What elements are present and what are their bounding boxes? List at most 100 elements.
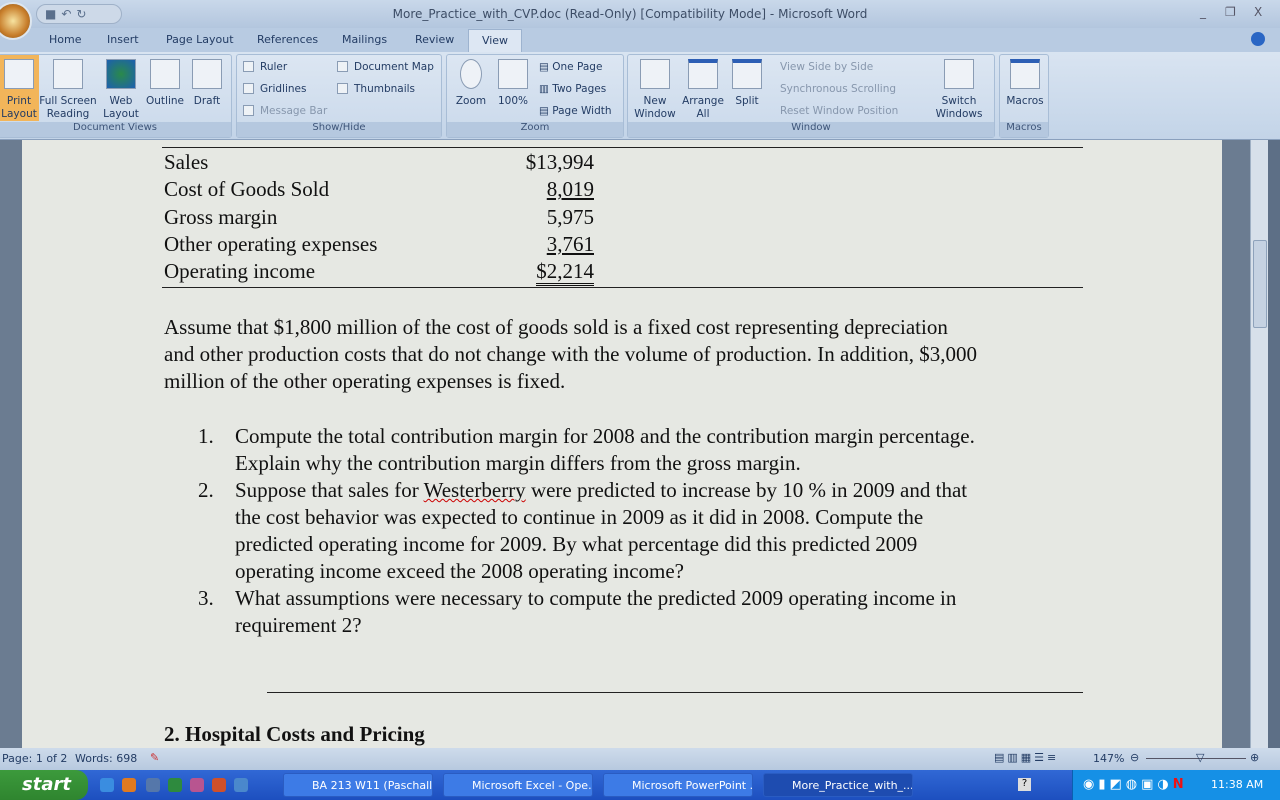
table-row-label: Sales <box>164 150 209 174</box>
two-pages-button[interactable]: ▥ Two Pages <box>539 83 607 95</box>
tab-references[interactable]: References <box>257 33 319 46</box>
office-button[interactable] <box>0 2 32 40</box>
gridlines-checkbox[interactable]: Gridlines <box>243 83 306 95</box>
page-100-icon <box>498 59 528 89</box>
window-title: More_Practice_with_CVP.doc (Read-Only) [… <box>392 7 868 21</box>
macros-button[interactable]: Macros <box>1002 59 1048 108</box>
firefox-icon[interactable] <box>122 778 136 792</box>
list-line: Suppose that sales for Westerberry were … <box>235 478 968 502</box>
outlook-icon[interactable] <box>234 778 248 792</box>
help-icon[interactable] <box>1251 32 1265 46</box>
book-icon <box>53 59 83 89</box>
help-tray-icon[interactable]: ? <box>1018 778 1031 791</box>
quick-access-toolbar: ■↶↻ <box>36 4 122 24</box>
tray-icons[interactable]: ◉▮◩◍▣◑N <box>1083 777 1188 792</box>
taskbar-item-excel[interactable]: Microsoft Excel - Ope... <box>443 773 593 797</box>
synchronous-scrolling-button: Synchronous Scrolling <box>780 83 897 95</box>
proofing-icon[interactable]: ✎ <box>150 751 160 764</box>
outline-button[interactable]: Outline <box>143 59 187 108</box>
internet-explorer-icon[interactable] <box>100 778 114 792</box>
new-window-button[interactable]: New Window <box>630 59 680 121</box>
scrollbar-thumb[interactable] <box>1253 240 1267 328</box>
tab-mailings[interactable]: Mailings <box>342 33 388 46</box>
table-top-rule <box>162 147 1083 148</box>
group-zoom: Zoom 100% ▤ One Page ▥ Two Pages ▤ Page … <box>446 54 624 138</box>
excel-icon[interactable] <box>168 778 182 792</box>
list-number: 2. <box>198 478 214 502</box>
print-layout-icon <box>4 59 34 89</box>
section-rule <box>267 692 1083 693</box>
thumbnails-checkbox[interactable]: Thumbnails <box>337 83 415 95</box>
taskbar: start BA 213 W11 (Paschall... Microsoft … <box>0 770 1280 800</box>
save-icon[interactable]: ■ <box>45 7 62 21</box>
group-label: Show/Hide <box>237 122 441 137</box>
group-document-views: Print Layout Full Screen Reading Web Lay… <box>0 54 232 138</box>
view-side-by-side-button: View Side by Side <box>780 61 874 73</box>
start-button[interactable]: start <box>0 770 88 800</box>
reset-window-position-button: Reset Window Position <box>780 105 899 117</box>
ruler-checkbox[interactable]: Ruler <box>243 61 287 73</box>
table-row-label: Operating income <box>164 259 316 284</box>
undo-icon[interactable]: ↶ <box>61 7 77 21</box>
message-bar-checkbox: Message Bar <box>243 105 327 117</box>
tab-page-layout[interactable]: Page Layout <box>166 33 234 46</box>
one-page-icon: ▤ <box>539 61 553 73</box>
draft-button[interactable]: Draft <box>187 59 227 108</box>
split-button[interactable]: Split <box>728 59 766 108</box>
zoom-slider[interactable] <box>1146 758 1246 759</box>
status-bar: Page: 1 of 2 Words: 698 ✎ ▤▥▦☰≡ 147% ⊖ ▽… <box>0 748 1280 770</box>
page-width-button[interactable]: ▤ Page Width <box>539 105 612 117</box>
paragraph-line: and other production costs that do not c… <box>164 342 978 366</box>
clock: 11:38 AM <box>1211 778 1264 791</box>
tab-review[interactable]: Review <box>415 33 455 46</box>
outline-icon <box>150 59 180 89</box>
group-macros: Macros Macros <box>999 54 1049 138</box>
powerpoint-icon[interactable] <box>212 778 226 792</box>
restore-button[interactable]: ❐ <box>1225 5 1236 19</box>
close-button[interactable]: X <box>1254 5 1263 19</box>
page-count[interactable]: Page: 1 of 2 <box>2 752 68 765</box>
tab-insert[interactable]: Insert <box>107 33 139 46</box>
list-line: predicted operating income for 2009. By … <box>235 532 918 556</box>
switch-windows-button[interactable]: Switch Windows <box>926 59 992 121</box>
ribbon: Print Layout Full Screen Reading Web Lay… <box>0 52 1280 140</box>
document-page[interactable]: Sales $13,994 Cost of Goods Sold 8,019 Gross… <box>22 140 1222 748</box>
view-buttons[interactable]: ▤▥▦☰≡ <box>994 751 1060 764</box>
globe-icon <box>106 59 136 89</box>
list-line: Compute the total contribution margin fo… <box>235 424 975 448</box>
table-row-label: Gross margin <box>164 204 278 229</box>
document-map-checkbox[interactable]: Document Map <box>337 61 434 73</box>
minimize-button[interactable]: _ <box>1200 5 1206 19</box>
table-row-value: $2,214 <box>474 259 594 287</box>
word-icon[interactable] <box>146 778 160 792</box>
vertical-scrollbar[interactable] <box>1250 140 1268 748</box>
arrange-all-button[interactable]: Arrange All <box>680 59 726 121</box>
redo-icon[interactable]: ↻ <box>76 7 92 21</box>
zoom-100-button[interactable]: 100% <box>493 59 533 108</box>
list-number: 3. <box>198 586 214 610</box>
group-label: Zoom <box>447 122 623 137</box>
table-row-value: 8,019 <box>546 177 594 202</box>
list-line: What assumptions were necessary to compu… <box>235 586 957 610</box>
zoom-out-button[interactable]: ⊖ <box>1130 751 1140 764</box>
publisher-icon[interactable] <box>190 778 204 792</box>
full-screen-reading-button[interactable]: Full Screen Reading <box>39 59 97 121</box>
web-layout-button[interactable]: Web Layout <box>99 59 143 121</box>
zoom-slider-thumb[interactable]: ▽ <box>1196 751 1205 764</box>
word-count[interactable]: Words: 698 <box>75 752 138 765</box>
tab-view[interactable]: View <box>468 29 522 53</box>
taskbar-item-word[interactable]: More_Practice_with_... <box>763 773 913 797</box>
split-icon <box>732 59 762 89</box>
zoom-button[interactable]: Zoom <box>451 59 491 108</box>
document-area: Sales $13,994 Cost of Goods Sold 8,019 Gross… <box>0 140 1250 748</box>
tab-home[interactable]: Home <box>49 33 82 46</box>
zoom-level[interactable]: 147% <box>1093 752 1125 765</box>
zoom-in-button[interactable]: ⊕ <box>1250 751 1260 764</box>
group-label: Document Views <box>0 122 231 137</box>
print-layout-button[interactable]: Print Layout <box>0 55 39 121</box>
taskbar-item-powerpoint[interactable]: Microsoft PowerPoint ... <box>603 773 753 797</box>
list-number: 1. <box>198 424 214 448</box>
draft-icon <box>192 59 222 89</box>
one-page-button[interactable]: ▤ One Page <box>539 61 603 73</box>
taskbar-item-firefox[interactable]: BA 213 W11 (Paschall... <box>283 773 433 797</box>
